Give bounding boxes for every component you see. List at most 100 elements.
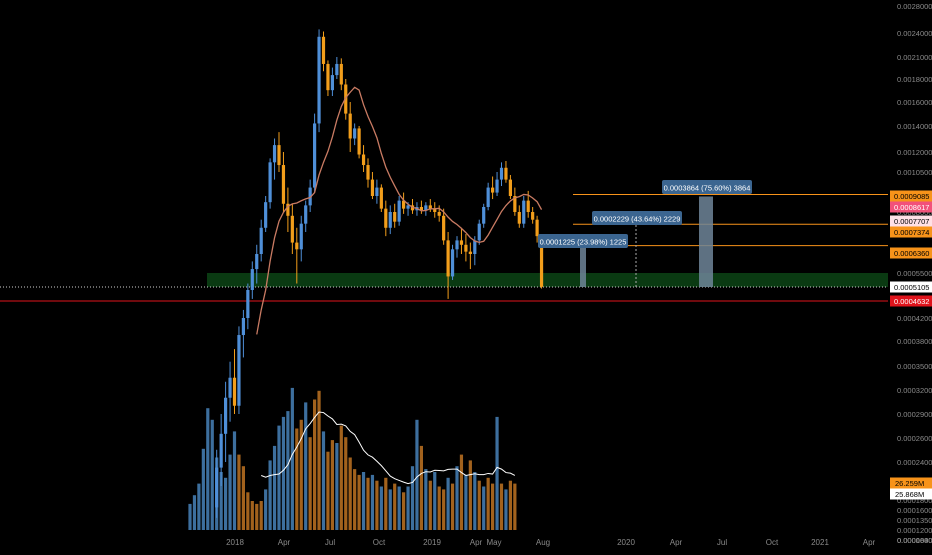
x-tick-label: Jul [717,538,727,547]
candle-body [250,269,254,290]
volume-bar [304,402,308,530]
x-tick-label: Oct [766,538,779,547]
candle-body [281,165,286,204]
volume-ma-line [261,411,516,485]
y-tick-label: 0.0004200 [897,314,932,323]
volume-bar [210,419,214,530]
volume-bar [228,454,232,530]
volume-bar [219,472,223,530]
volume-label-bg [890,477,932,489]
volume-bar [357,474,361,530]
measure-box [699,196,713,287]
volume-bar [379,486,383,530]
volume-bar [344,437,348,530]
measure-label-bg [538,234,628,248]
candle-body [388,212,392,228]
volume-bar [268,460,272,530]
price-label-bg [890,190,932,202]
candle-body [442,215,446,241]
volume-label: 25.868M [895,490,924,499]
volume-bar [473,472,477,530]
candle-body [348,113,352,139]
volume-bar [241,466,245,530]
candle-body [468,251,472,254]
candle-body [379,187,383,209]
volume-bar [495,416,499,530]
volume-bar [415,419,419,530]
volume-bar [339,425,343,530]
candle-body [433,208,437,212]
measure-label: 0.0003864 (75.60%) 3864 [664,184,751,193]
volume-bar [450,483,455,530]
volume-bar [299,419,303,530]
candle-body [228,377,232,398]
volume-bar [486,477,490,530]
volume-bar [259,501,263,530]
volume-bar [188,503,192,530]
volume-bar [491,483,495,530]
volume-bar [482,486,486,530]
y-tick-label: 0.0001350 [897,516,932,525]
candle-body [299,223,303,250]
volume-bar [250,501,254,530]
candle-body [366,165,370,180]
candle-body [482,206,486,224]
price-label: 0.0006360 [894,249,929,258]
price-ma-line [256,86,543,335]
volume-bar [232,431,237,530]
candle-body [224,397,228,434]
volume-bar [201,448,205,530]
x-tick-label: 2019 [423,538,441,547]
volume-bar [504,489,508,530]
volume-bar [348,457,352,530]
y-tick-label: 0.0000830 [897,536,932,545]
price-label-bg [890,215,932,227]
x-tick-label: 2021 [811,538,829,547]
candle-body [450,249,455,277]
volume-bar [330,440,334,530]
candle-body [535,219,539,237]
x-tick-label: Aug [536,538,550,547]
volume-bar [272,445,277,530]
x-tick-label: Apr [670,538,683,547]
candle-body [446,240,450,277]
volume-bar [264,489,268,530]
candle-body [459,240,464,245]
y-tick-label: 0.0003200 [897,386,932,395]
y-tick-label: 0.0016000 [897,98,932,107]
y-tick-label: 0.0000640 [897,536,932,545]
measure-label-bg [662,180,752,194]
volume-bar [499,483,504,530]
candle-body [290,215,294,243]
volume-bar [281,416,286,530]
candle-body [499,167,504,180]
candle-body [517,212,521,224]
y-tick-label: 0.0003500 [897,362,932,371]
candle-body [304,205,308,224]
price-label-bg [890,247,932,259]
volume-bar [419,445,423,530]
volume-bar [393,483,397,530]
candle-body [402,200,406,209]
x-tick-label: Jul [325,538,335,547]
volume-bar [317,390,321,530]
candle-body [486,187,490,207]
candle-body [357,128,361,155]
price-label-bg [890,201,932,213]
volume-bar [410,466,415,530]
y-tick-label: 0.0012000 [897,148,932,157]
candle-body [370,179,375,196]
candle-body [419,206,423,211]
volume-bar [388,489,392,530]
y-tick-label: 0.0005500 [897,269,932,278]
candle-body [522,200,526,224]
volume-bar [446,477,450,530]
candle-body [393,212,397,222]
y-tick-label: 0.0002600 [897,434,932,443]
candle-body [491,187,495,193]
volume-bar [290,387,294,530]
volume-bar [437,486,441,530]
volume-bar [277,425,281,530]
